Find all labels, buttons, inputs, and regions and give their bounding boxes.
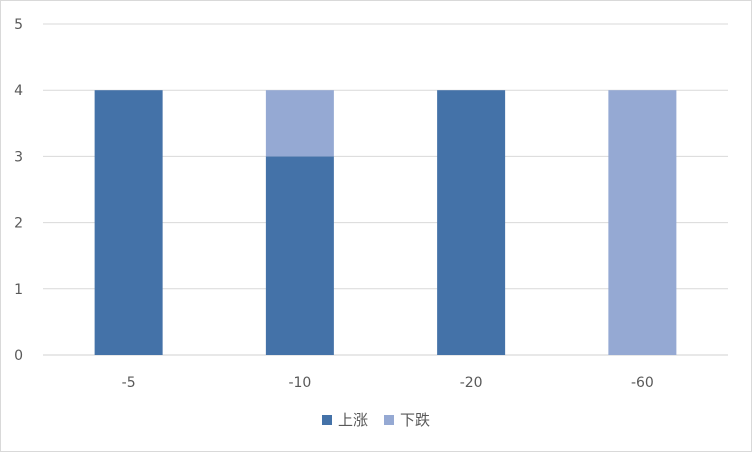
legend-label-up: 上涨 bbox=[337, 411, 368, 429]
x-tick-label: -5 bbox=[122, 375, 136, 391]
x-axis-ticks: -5 -10 -20 -60 bbox=[122, 375, 654, 391]
bar-up-2[interactable] bbox=[437, 90, 506, 355]
legend-label-down: 下跌 bbox=[400, 411, 431, 429]
y-tick-label: 4 bbox=[14, 83, 23, 99]
x-tick-label: -20 bbox=[460, 375, 483, 391]
legend-item-down[interactable]: 下跌 bbox=[384, 409, 430, 430]
bar-down-1[interactable] bbox=[265, 90, 334, 157]
x-tick-label: -10 bbox=[288, 375, 311, 391]
y-tick-label: 1 bbox=[14, 282, 23, 298]
bars bbox=[94, 90, 677, 355]
y-tick-label: 5 bbox=[14, 17, 23, 33]
y-tick-label: 3 bbox=[14, 149, 23, 165]
bar-up-1[interactable] bbox=[265, 156, 334, 355]
bar-up-0[interactable] bbox=[94, 90, 163, 355]
legend: 上涨 下跌 bbox=[1, 409, 751, 430]
bar-down-3[interactable] bbox=[608, 90, 677, 355]
y-tick-label: 0 bbox=[14, 348, 23, 364]
legend-swatch-down bbox=[384, 414, 394, 425]
legend-swatch-up bbox=[321, 414, 332, 425]
y-tick-label: 2 bbox=[14, 216, 23, 232]
legend-item-up[interactable]: 上涨 bbox=[321, 409, 368, 430]
x-tick-label: -60 bbox=[631, 375, 654, 391]
y-axis-ticks: 0 1 2 3 4 5 bbox=[14, 17, 23, 364]
